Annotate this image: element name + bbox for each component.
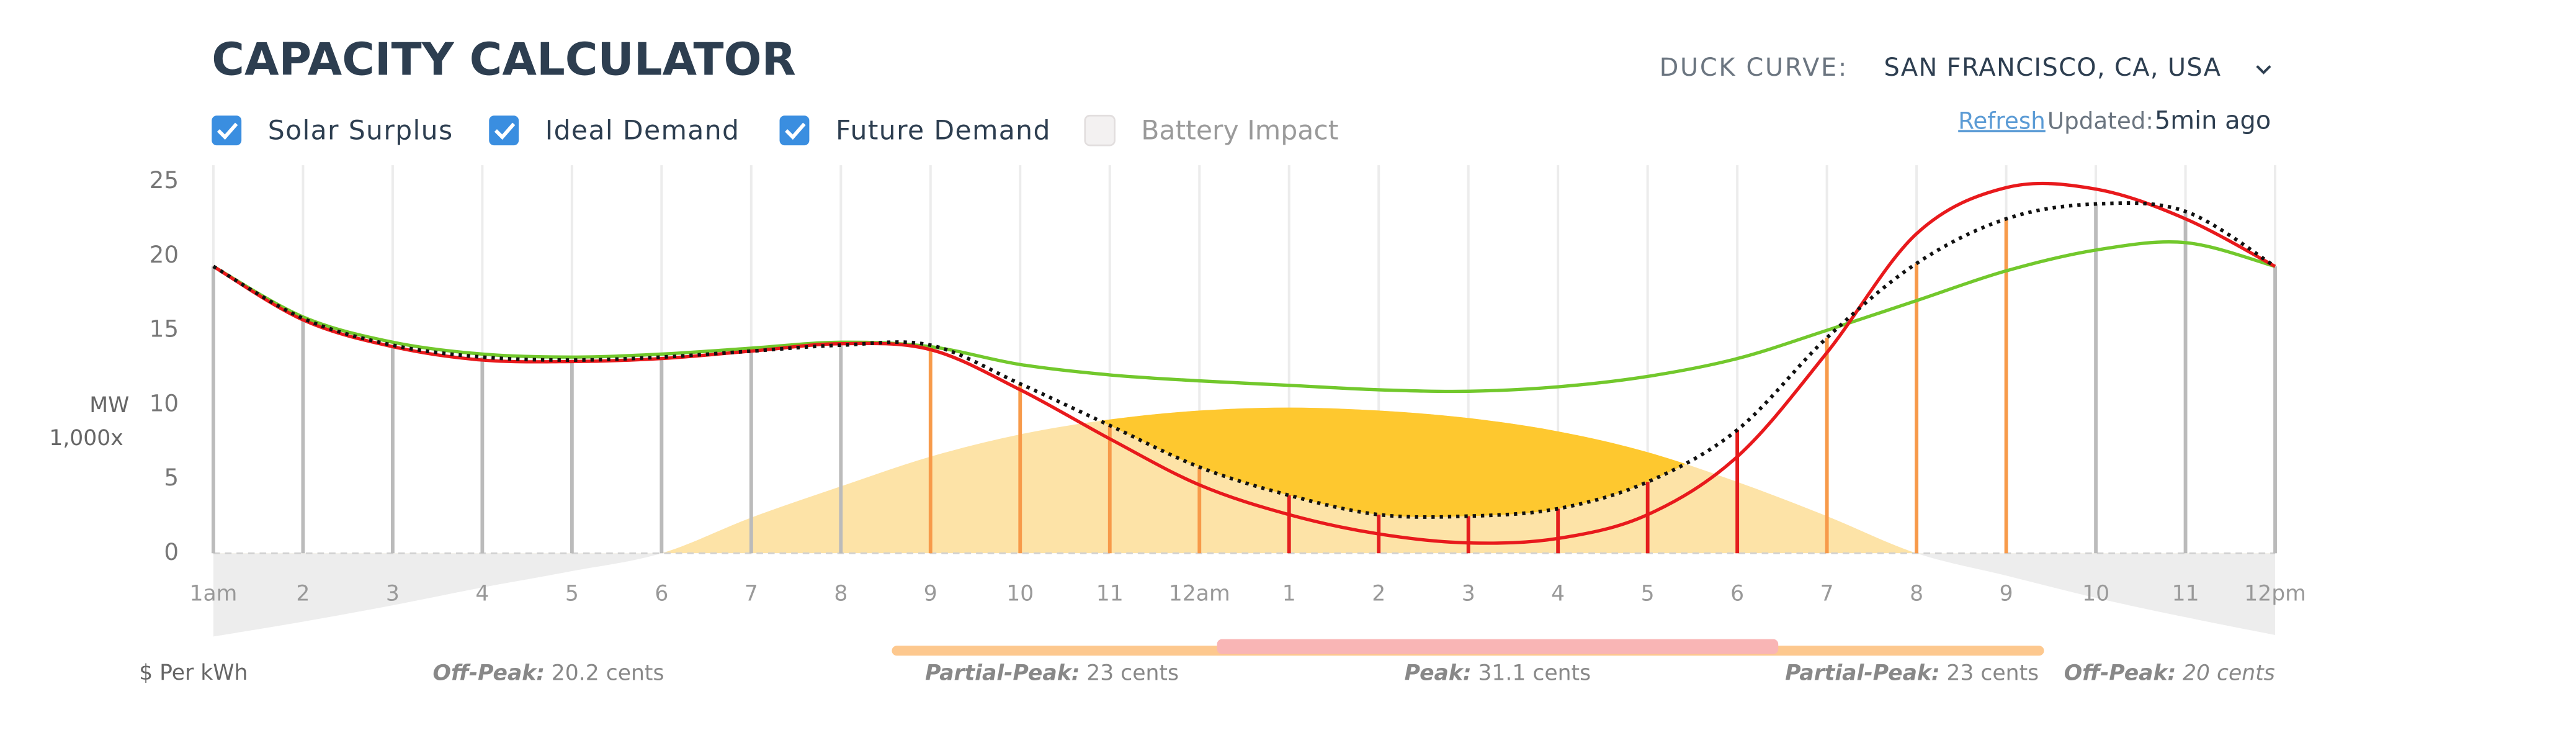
x-tick-label: 2 (296, 581, 310, 606)
period-rate: 31.1 cents (1478, 660, 1591, 685)
x-tick-label: 6 (655, 581, 668, 606)
demand-line (212, 240, 2276, 394)
period-name: Peak: (1405, 660, 1472, 685)
x-tick-label: 9 (2000, 581, 2013, 606)
checkmark (785, 122, 806, 140)
x-tick-label: 2 (1372, 581, 1385, 606)
x-tick-label: 12pm (2244, 581, 2306, 606)
y-label: 1,000x (49, 426, 123, 451)
updated-time: 5min ago (2155, 106, 2271, 135)
refresh-link[interactable]: Refresh (1958, 107, 2046, 134)
x-tick-label: 5 (1641, 581, 1655, 606)
period-rate: 20.2 cents (552, 660, 664, 685)
duck-label: DUCK CURVE: (1660, 53, 1848, 82)
x-tick-label: 4 (475, 581, 489, 606)
title: CAPACITY CALCULATOR (212, 34, 796, 86)
x-tick-label: 12am (1169, 581, 1230, 606)
rate-label: Off-Peak: 20 cents (2064, 660, 2275, 685)
period-name: Off-Peak: (433, 660, 545, 685)
x-tick-label: 4 (1551, 581, 1565, 606)
x-tick-label: 7 (745, 581, 758, 606)
x-tick-label: 3 (1462, 581, 1475, 606)
checkbox[interactable] (212, 115, 242, 146)
current-demand-line (212, 201, 2276, 519)
legend-label: Battery Impact (1141, 115, 1338, 146)
x-tick-label: 9 (924, 581, 937, 606)
y-tick-label: 10 (150, 389, 179, 417)
y-tick-label: 15 (150, 315, 179, 343)
checkmark (217, 122, 238, 140)
dropdown-arrow[interactable] (2256, 65, 2271, 74)
x-tick-label: 8 (1910, 581, 1923, 606)
checkbox[interactable] (489, 115, 519, 146)
legend-label: Ideal Demand (545, 115, 740, 146)
location[interactable]: SAN FRANCISCO, CA, USA (1884, 53, 2221, 82)
x-tick-label: 7 (1820, 581, 1834, 606)
x-tick-label: 11 (1096, 581, 1124, 606)
x-tick-label: 10 (2082, 581, 2109, 606)
period-rate: 23 cents (1086, 660, 1179, 685)
checkmark (494, 122, 516, 140)
rate-label: Partial-Peak: 23 cents (925, 660, 1179, 685)
x-tick-label: 11 (2172, 581, 2199, 606)
rate-label: Off-Peak: 20.2 cents (433, 660, 664, 685)
x-tick-label: 1 (1282, 581, 1296, 606)
period-name: Partial-Peak: (925, 660, 1080, 685)
solar-area (213, 407, 2276, 554)
checkbox[interactable] (779, 115, 810, 146)
rate-label: Partial-Peak: 23 cents (1785, 660, 2039, 685)
x-tick-label: 1am (189, 581, 237, 606)
y-tick-label: 0 (164, 538, 179, 566)
x-tick-label: 8 (834, 581, 847, 606)
period-rate: 20 cents (2183, 660, 2275, 685)
legend-label: Future Demand (836, 115, 1051, 146)
rate-label: Peak: 31.1 cents (1405, 660, 1591, 685)
x-tick-label: 5 (565, 581, 579, 606)
y-label: MW (89, 393, 129, 418)
peak-band (1217, 639, 1779, 654)
period-rate: 23 cents (1946, 660, 2039, 685)
legend-label: Solar Surplus (268, 115, 454, 146)
period-name: Off-Peak: (2064, 660, 2176, 685)
x-tick-label: 6 (1730, 581, 1744, 606)
pricing-label: $ Per kWh (139, 660, 248, 685)
y-tick-label: 20 (150, 241, 179, 268)
y-tick-label: 25 (150, 166, 179, 194)
x-tick-label: 10 (1006, 581, 1034, 606)
y-tick-label: 5 (164, 464, 179, 491)
checkbox[interactable] (1084, 114, 1116, 146)
x-tick-label: 3 (386, 581, 400, 606)
updated-label: Updated: (2047, 107, 2153, 134)
period-name: Partial-Peak: (1785, 660, 1939, 685)
